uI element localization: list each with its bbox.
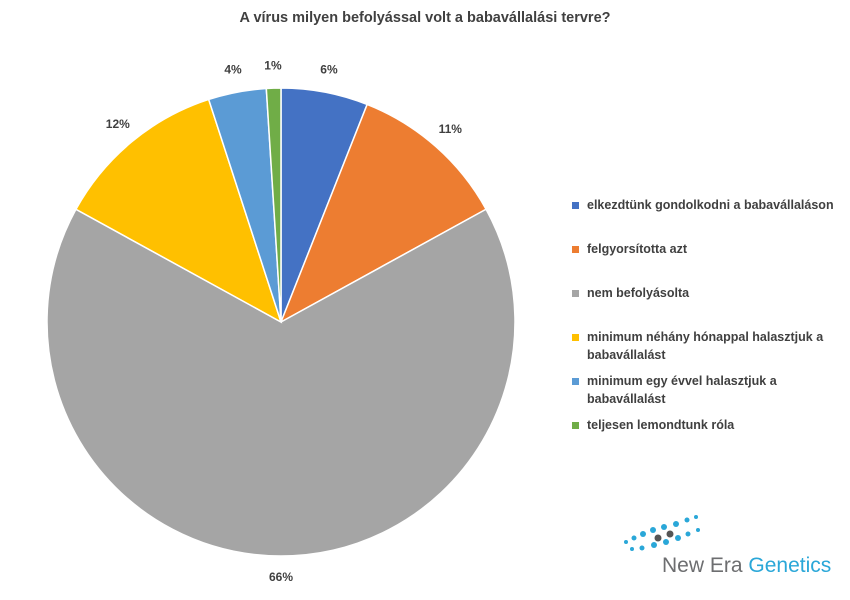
legend-label: minimum egy évvel halasztjuk a babaválla… [587, 374, 777, 406]
data-label: 66% [269, 570, 293, 584]
logo-icon [624, 515, 700, 551]
data-label: 12% [106, 117, 130, 131]
legend-label: minimum néhány hónappal halasztjuk a bab… [587, 330, 824, 362]
pie-slice [46, 208, 516, 557]
legend-item: teljesen lemondtunk róla [572, 416, 842, 460]
legend-item: minimum egy évvel halasztjuk a babaválla… [572, 372, 842, 416]
data-label: 6% [320, 63, 338, 77]
logo: New Era Genetics [620, 512, 831, 582]
data-label: 11% [439, 122, 463, 136]
pie-slice [279, 103, 488, 324]
legend-item: felgyorsította azt [572, 240, 842, 284]
logo-word: Genetics [748, 554, 832, 577]
legend-swatch [572, 422, 579, 429]
chart-title: A vírus milyen befolyással volt a babavá… [240, 10, 611, 26]
legend-item: nem befolyásolta [572, 284, 842, 328]
legend-swatch [572, 202, 579, 209]
pie-slice [265, 87, 282, 323]
legend-swatch [572, 290, 579, 297]
legend: elkezdtünk gondolkodni a babavállaláson f… [572, 196, 842, 460]
logo-word: New Era [662, 554, 743, 577]
legend-swatch [572, 334, 579, 341]
legend-swatch [572, 378, 579, 385]
data-label: 1% [264, 58, 282, 72]
legend-label: teljesen lemondtunk róla [587, 418, 735, 432]
pie-slice [74, 98, 283, 324]
legend-label: elkezdtünk gondolkodni a babavállaláson [587, 198, 834, 212]
legend-swatch [572, 246, 579, 253]
legend-label: nem befolyásolta [587, 286, 690, 300]
data-label: 4% [224, 63, 242, 77]
legend-item: elkezdtünk gondolkodni a babavállaláson [572, 196, 842, 240]
legend-label: felgyorsította azt [587, 242, 688, 256]
logo-text: New Era Genetics [662, 554, 831, 578]
legend-item: minimum néhány hónappal halasztjuk a bab… [572, 328, 842, 372]
